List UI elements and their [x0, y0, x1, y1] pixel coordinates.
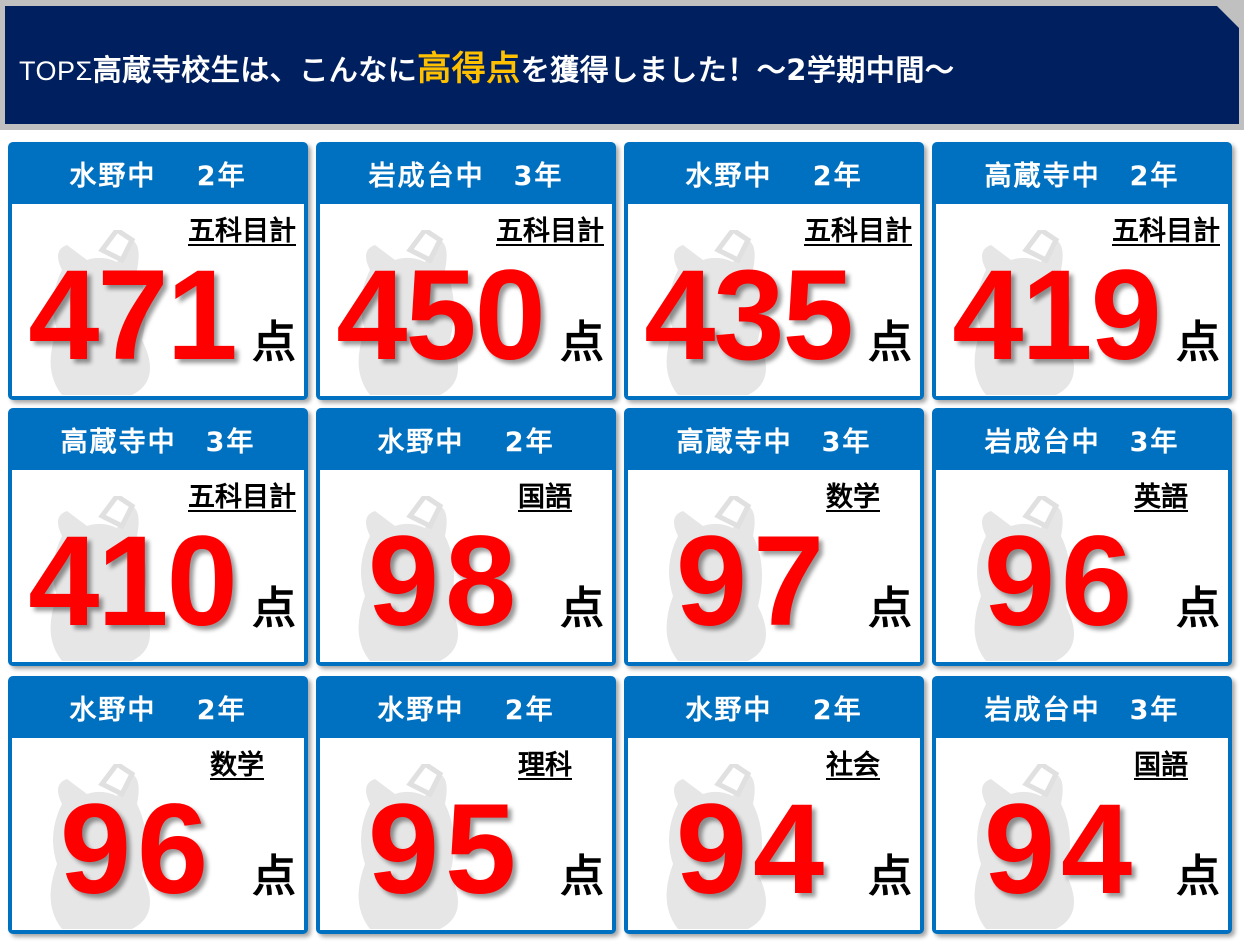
- mascot-watermark-icon: [50, 764, 150, 929]
- page-title: TOPΣ高蔵寺校生は、こんなに高得点を獲得しました！～2学期中間～: [19, 48, 955, 89]
- subject-label: 英語: [1134, 482, 1188, 513]
- unit-label: 点: [252, 583, 296, 634]
- subject-label: 国語: [1134, 750, 1188, 781]
- card-body: 理科 95 点: [320, 738, 612, 930]
- mascot-watermark-icon: [666, 496, 766, 661]
- unit-label: 点: [1176, 583, 1220, 634]
- score-value: 410: [28, 510, 238, 653]
- subject-label: 五科目計: [188, 482, 296, 513]
- score-card: 水野中 2年 数学 96 点: [8, 676, 308, 934]
- card-body: 英語 96 点: [936, 470, 1228, 662]
- score-value: 96: [59, 778, 215, 921]
- unit-label: 点: [560, 851, 604, 902]
- score-card: 水野中 2年 理科 95 点: [316, 676, 616, 934]
- mascot-watermark-icon: [50, 230, 150, 395]
- card-body: 五科目計 471 点: [12, 204, 304, 396]
- score-card: 岩成台中 3年 国語 94 点: [932, 676, 1232, 934]
- card-body: 数学 96 点: [12, 738, 304, 930]
- card-body: 五科目計 435 点: [628, 204, 920, 396]
- unit-label: 点: [560, 583, 604, 634]
- mascot-watermark-icon: [358, 764, 458, 929]
- score-card: 水野中 2年 五科目計 435 点: [624, 142, 924, 400]
- score-card: 水野中 2年 国語 98 点: [316, 408, 616, 666]
- score-value: 435: [644, 244, 854, 387]
- card-body: 五科目計 410 点: [12, 470, 304, 662]
- score-value: 98: [367, 510, 523, 653]
- score-value: 94: [675, 778, 831, 921]
- subject-label: 五科目計: [804, 216, 912, 247]
- subject-label: 五科目計: [1112, 216, 1220, 247]
- school-grade: 水野中 2年: [69, 160, 247, 192]
- score-value: 450: [336, 244, 546, 387]
- card-body: 国語 94 点: [936, 738, 1228, 930]
- school-grade: 水野中 2年: [377, 426, 555, 458]
- score-card: 高蔵寺中 3年 五科目計 410 点: [8, 408, 308, 666]
- unit-label: 点: [560, 317, 604, 368]
- school-grade: 高蔵寺中 3年: [60, 426, 256, 458]
- score-value: 471: [28, 244, 238, 387]
- school-grade: 岩成台中 3年: [984, 426, 1180, 458]
- school-grade: 水野中 2年: [685, 160, 863, 192]
- card-body: 五科目計 419 点: [936, 204, 1228, 396]
- card-body: 社会 94 点: [628, 738, 920, 930]
- unit-label: 点: [868, 317, 912, 368]
- school-grade: 水野中 2年: [69, 694, 247, 726]
- mascot-watermark-icon: [666, 764, 766, 929]
- score-value: 95: [367, 778, 523, 921]
- unit-label: 点: [1176, 851, 1220, 902]
- mascot-watermark-icon: [974, 496, 1074, 661]
- score-card: 岩成台中 3年 英語 96 点: [932, 408, 1232, 666]
- unit-label: 点: [868, 583, 912, 634]
- unit-label: 点: [868, 851, 912, 902]
- subject-label: 社会: [826, 750, 880, 781]
- subject-label: 数学: [826, 482, 880, 513]
- subject-label: 数学: [210, 750, 264, 781]
- subject-label: 国語: [518, 482, 572, 513]
- score-card: 水野中 2年 五科目計 471 点: [8, 142, 308, 400]
- school-grade: 岩成台中 3年: [984, 694, 1180, 726]
- mascot-watermark-icon: [974, 764, 1074, 929]
- score-value: 96: [983, 510, 1139, 653]
- mascot-watermark-icon: [974, 230, 1074, 395]
- card-body: 数学 97 点: [628, 470, 920, 662]
- title-banner: TOPΣ高蔵寺校生は、こんなに高得点を獲得しました！～2学期中間～: [0, 0, 1244, 130]
- subject-label: 五科目計: [496, 216, 604, 247]
- school-grade: 岩成台中 3年: [368, 160, 564, 192]
- score-card: 高蔵寺中 3年 数学 97 点: [624, 408, 924, 666]
- subject-label: 五科目計: [188, 216, 296, 247]
- unit-label: 点: [252, 317, 296, 368]
- mascot-watermark-icon: [358, 496, 458, 661]
- school-grade: 高蔵寺中 2年: [984, 160, 1180, 192]
- mascot-watermark-icon: [666, 230, 766, 395]
- score-card: 水野中 2年 社会 94 点: [624, 676, 924, 934]
- score-card: 高蔵寺中 2年 五科目計 419 点: [932, 142, 1232, 400]
- title-highlight: 高得点: [417, 48, 521, 89]
- score-value: 97: [675, 510, 831, 653]
- school-grade: 高蔵寺中 3年: [676, 426, 872, 458]
- mascot-watermark-icon: [358, 230, 458, 395]
- score-value: 419: [952, 244, 1162, 387]
- score-card: 岩成台中 3年 五科目計 450 点: [316, 142, 616, 400]
- mascot-watermark-icon: [50, 496, 150, 661]
- unit-label: 点: [252, 851, 296, 902]
- score-value: 94: [983, 778, 1139, 921]
- card-body: 五科目計 450 点: [320, 204, 612, 396]
- card-body: 国語 98 点: [320, 470, 612, 662]
- school-grade: 水野中 2年: [377, 694, 555, 726]
- subject-label: 理科: [518, 750, 572, 781]
- school-grade: 水野中 2年: [685, 694, 863, 726]
- unit-label: 点: [1176, 317, 1220, 368]
